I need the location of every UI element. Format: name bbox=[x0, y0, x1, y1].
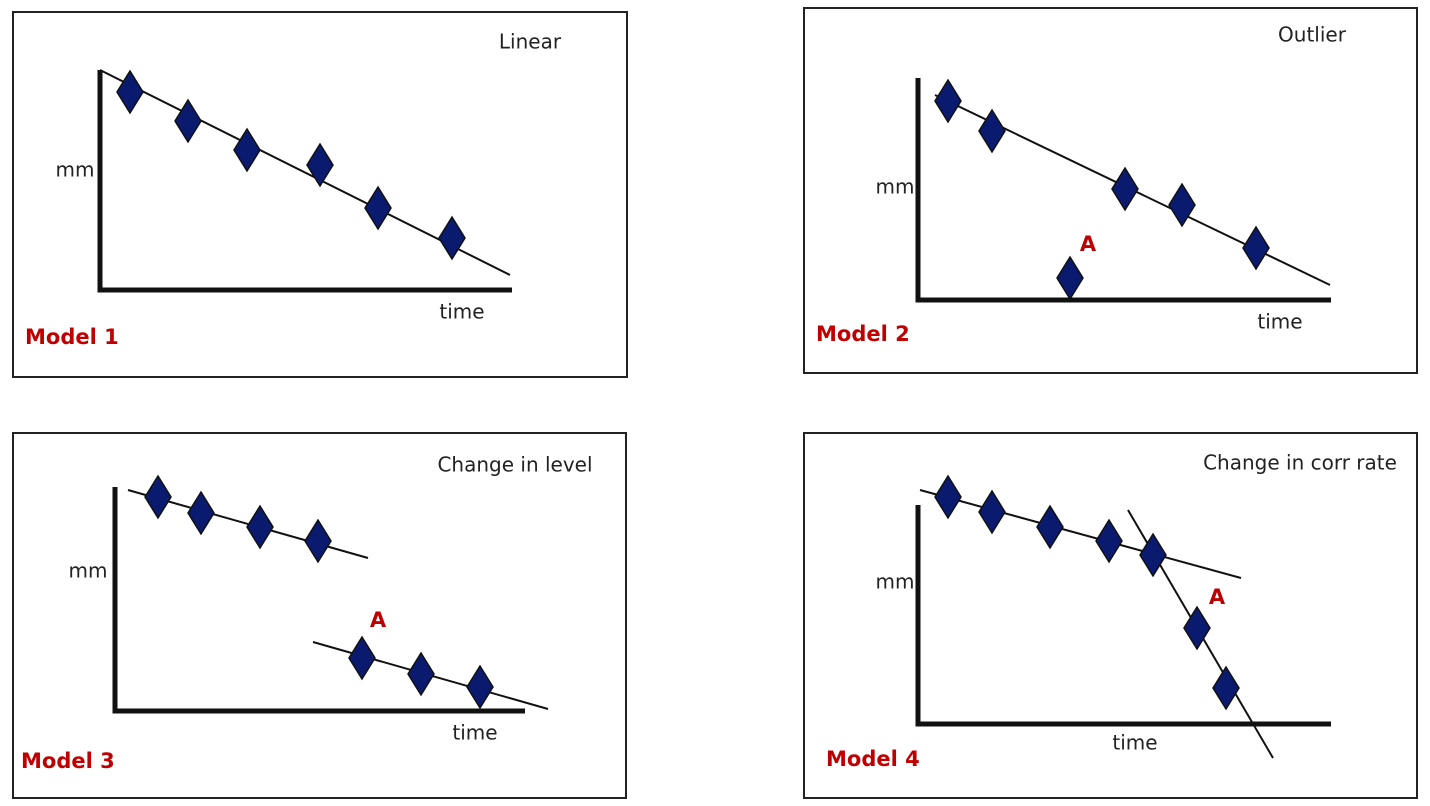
panel-title: Linear bbox=[499, 30, 562, 54]
panel: Outlier mm time Model 2 A bbox=[803, 7, 1418, 374]
y-label: mm bbox=[69, 559, 108, 583]
point-marker bbox=[364, 185, 392, 231]
axes bbox=[915, 78, 1331, 303]
point-marker bbox=[438, 215, 466, 261]
panel: Change in corr rate mm time Model 4 A bbox=[803, 432, 1418, 799]
panel: Change in level mm time Model 3 A bbox=[12, 432, 627, 799]
panel: Linear mm time Model 1 bbox=[12, 11, 628, 378]
point-marker bbox=[174, 98, 202, 144]
point-marker bbox=[978, 108, 1006, 154]
annotation: A bbox=[1080, 232, 1097, 256]
point-marker bbox=[407, 651, 435, 697]
point-marker bbox=[1139, 532, 1167, 578]
point-marker bbox=[934, 78, 962, 124]
point-marker bbox=[116, 69, 144, 115]
y-label: mm bbox=[876, 175, 915, 199]
model-label: Model 2 bbox=[816, 322, 910, 346]
point-marker bbox=[1168, 182, 1196, 228]
model-label: Model 3 bbox=[21, 749, 115, 773]
panel-title: Outlier bbox=[1278, 23, 1347, 47]
y-label: mm bbox=[56, 158, 95, 182]
panel-border bbox=[803, 7, 1418, 374]
point-marker bbox=[1183, 605, 1211, 651]
panel-title: Change in corr rate bbox=[1203, 451, 1397, 475]
point-marker bbox=[934, 474, 962, 520]
y-label: mm bbox=[876, 570, 915, 594]
annotation: A bbox=[370, 608, 387, 632]
panel-border bbox=[12, 11, 628, 378]
x-label: time bbox=[1257, 310, 1302, 334]
panel-border bbox=[12, 432, 627, 799]
point-marker bbox=[1212, 665, 1240, 711]
axes bbox=[112, 487, 525, 714]
annotation: A bbox=[1209, 585, 1226, 609]
x-label: time bbox=[439, 300, 484, 324]
point-marker bbox=[144, 474, 172, 520]
trend-line bbox=[919, 489, 1242, 579]
point-marker bbox=[304, 518, 332, 564]
point-marker bbox=[348, 635, 376, 681]
point-marker bbox=[187, 490, 215, 536]
model-label: Model 4 bbox=[826, 747, 920, 771]
point-marker bbox=[246, 504, 274, 550]
point-marker bbox=[233, 127, 261, 173]
point-marker bbox=[306, 142, 334, 188]
point-marker bbox=[1242, 225, 1270, 271]
x-label: time bbox=[452, 721, 497, 745]
point-marker bbox=[1036, 504, 1064, 550]
axes bbox=[915, 505, 1331, 727]
axes bbox=[97, 70, 512, 293]
panel-title: Change in level bbox=[437, 453, 592, 477]
point-marker bbox=[1095, 518, 1123, 564]
point-marker bbox=[1111, 166, 1139, 212]
panel-border bbox=[803, 432, 1418, 799]
point-marker bbox=[978, 489, 1006, 535]
point-marker bbox=[466, 664, 494, 710]
model-label: Model 1 bbox=[25, 325, 119, 349]
point-marker bbox=[1056, 255, 1084, 301]
x-label: time bbox=[1112, 731, 1157, 755]
